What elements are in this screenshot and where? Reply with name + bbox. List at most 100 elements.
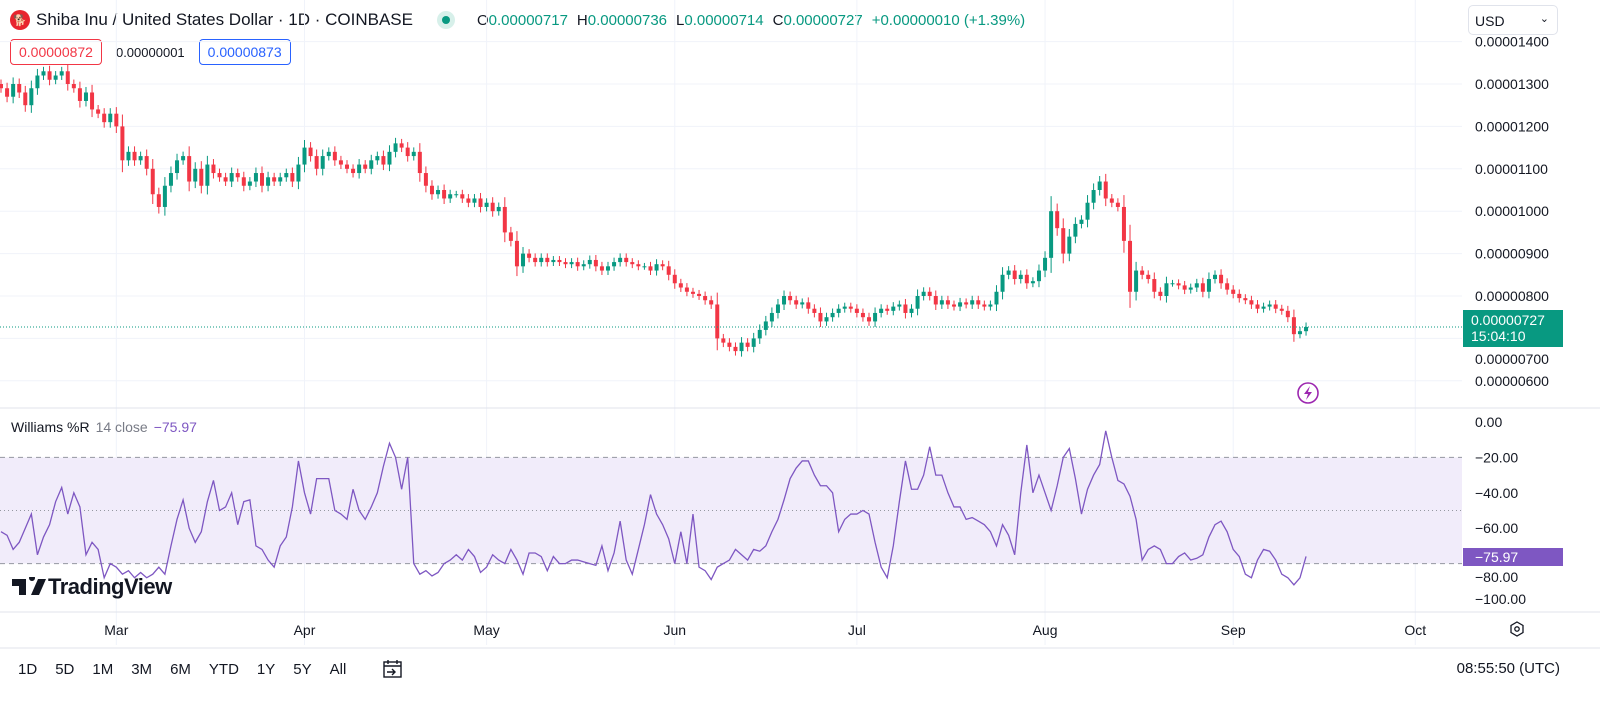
utc-clock[interactable]: 08:55:50 (UTC) [1456, 660, 1560, 677]
candle-down [1115, 202, 1120, 207]
indicator-axis-label: −100.00 [1475, 591, 1526, 607]
candle-down [466, 198, 471, 203]
candle-down [102, 113, 107, 123]
tradingview-logo[interactable]: TradingView [12, 574, 172, 600]
settings-gear-center [1514, 626, 1520, 632]
candle-down [156, 194, 161, 207]
candle-down [794, 300, 799, 305]
candle-down [745, 342, 750, 347]
candle-down [150, 168, 155, 195]
candle-down [23, 92, 28, 106]
buy-button[interactable]: 0.00000873 [198, 39, 291, 65]
candle-down [351, 168, 356, 174]
candle-down [314, 156, 319, 169]
indicator-axis-label: −20.00 [1475, 449, 1518, 465]
candle-down [672, 274, 677, 284]
candle-up [769, 312, 774, 322]
calendar-goto-icon[interactable] [382, 658, 404, 680]
candle-up [739, 342, 744, 352]
range-all[interactable]: All [329, 660, 347, 678]
candle-up [59, 71, 64, 76]
candle-down [684, 287, 689, 292]
candle-up [320, 156, 325, 169]
candle-up [375, 156, 380, 161]
bottom-toolbar: 1D 5D 1M 3M 6M YTD 1Y 5Y All 08:55:50 (UTC) [0, 655, 1600, 683]
ohlc-key: O [477, 11, 489, 29]
symbol-title[interactable]: Shiba Inu / United States Dollar · 1D · … [36, 10, 413, 29]
candle-down [508, 232, 513, 241]
current-price-label: 0.00000727 15:04:10 [1463, 310, 1563, 347]
candle-down [47, 71, 52, 80]
indicator-axis-label: −60.00 [1475, 520, 1518, 536]
price-axis-label: 0.00001200 [1475, 118, 1549, 134]
candle-down [338, 160, 343, 165]
candle-down [399, 143, 404, 148]
candle-down [290, 173, 295, 182]
range-6m[interactable]: 6M [170, 660, 191, 678]
candle-down [1279, 308, 1284, 311]
candle-up [1297, 331, 1302, 335]
brand-name: TradingView [48, 574, 172, 599]
candle-down [217, 173, 222, 178]
range-1d[interactable]: 1D [18, 660, 38, 678]
candle-down [429, 185, 434, 195]
market-status-icon[interactable] [437, 11, 455, 29]
candle-down [982, 304, 987, 307]
candle-up [958, 302, 963, 307]
range-ytd[interactable]: YTD [208, 660, 239, 678]
candle-down [490, 202, 495, 212]
candle-up [921, 291, 926, 296]
range-1y[interactable]: 1Y [256, 660, 276, 678]
candle-down [1200, 283, 1205, 292]
candle-up [108, 113, 113, 123]
candle-up [1304, 326, 1309, 332]
candle-down [77, 88, 82, 101]
candle-down [697, 293, 702, 296]
candle-down [885, 308, 890, 311]
range-5d[interactable]: 5D [55, 660, 75, 678]
candle-down [96, 109, 101, 114]
candle-down [690, 291, 695, 294]
lightning-icon [1297, 382, 1319, 404]
range-3m[interactable]: 3M [131, 660, 153, 678]
range-1m[interactable]: 1M [92, 660, 114, 678]
candle-up [830, 312, 835, 318]
price-axis-label: 0.00000700 [1475, 351, 1549, 367]
candle-down [1109, 198, 1114, 203]
ohlc-value: 0.00000714 [684, 11, 764, 29]
candle-up [581, 264, 586, 267]
candle-up [1206, 279, 1211, 292]
tradingview-logo-icon [12, 577, 46, 595]
candle-down [806, 302, 811, 309]
current-price: 0.00000727 [1471, 312, 1545, 328]
candle-down [860, 312, 865, 318]
candle-up [939, 300, 944, 305]
candle-up [909, 308, 914, 313]
candle-up [11, 84, 16, 97]
candle-down [344, 164, 349, 169]
range-5y[interactable]: 5Y [293, 660, 312, 678]
settings-gear-icon[interactable] [1510, 621, 1524, 637]
candle-down [514, 240, 519, 267]
candle-up [1000, 274, 1005, 292]
candle-up [326, 151, 331, 157]
candle-down [90, 92, 95, 110]
candle-down [733, 346, 738, 352]
time-axis-label: Aug [1033, 622, 1058, 638]
candle-up [126, 151, 131, 161]
sell-button[interactable]: 0.00000872 [10, 39, 102, 65]
candle-up [357, 164, 362, 174]
candle-down [1291, 317, 1296, 335]
currency-select[interactable]: USD ⌄ [1468, 5, 1558, 35]
candle-up [83, 92, 88, 101]
candle-up [1030, 281, 1035, 284]
price-axis-label: 0.00000600 [1475, 373, 1549, 389]
indicator-axis-label: 0.00 [1475, 414, 1502, 430]
indicator-legend[interactable]: Williams %R 14 close −75.97 [11, 419, 197, 435]
time-axis-label: May [473, 622, 499, 638]
candle-up [897, 304, 902, 307]
candle-up [1194, 283, 1199, 288]
candle-down [114, 113, 119, 127]
price-axis-label: 0.00001300 [1475, 76, 1549, 92]
